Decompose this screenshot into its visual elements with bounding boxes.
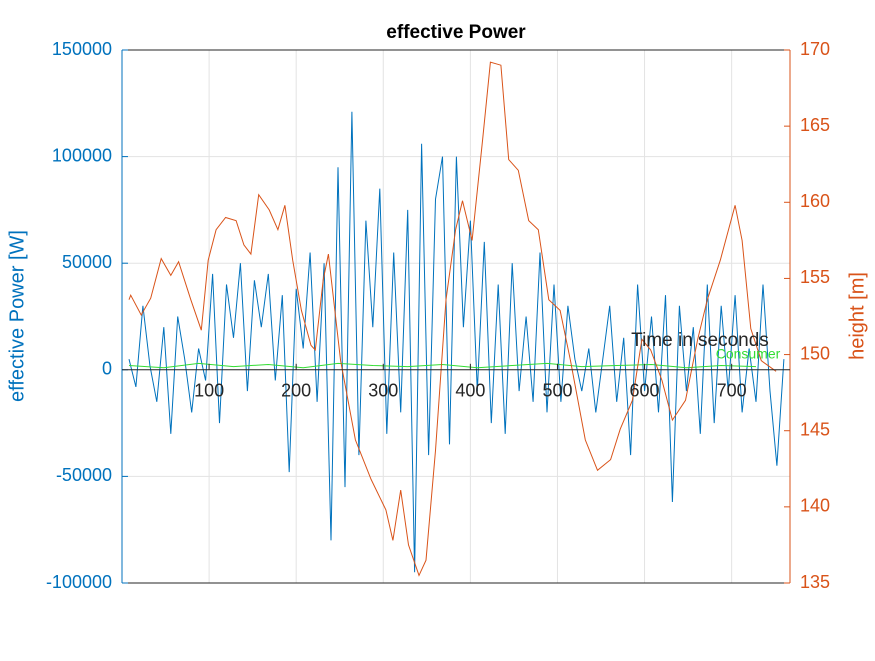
y-tick-label: 150000 [52, 39, 112, 59]
data-line [128, 111, 785, 573]
y2-tick-label: 155 [800, 267, 830, 287]
y2-tick-label: 145 [800, 419, 830, 439]
x-tick-label: 300 [368, 381, 398, 401]
y-tick-label: 100000 [52, 145, 112, 165]
plot-lines [128, 61, 785, 577]
y2-tick-label: 135 [800, 572, 830, 592]
x-tick-label: 600 [630, 381, 660, 401]
data-line [128, 362, 757, 369]
y2-tick-label: 170 [800, 39, 830, 59]
x-tick-label: 100 [194, 381, 224, 401]
legend-label: Consumer [716, 346, 781, 362]
y2-tick-label: 165 [800, 115, 830, 135]
x-axis-label: Time in seconds [631, 330, 769, 351]
chart-title: effective Power [386, 22, 526, 43]
y-tick-label: -50000 [56, 465, 112, 485]
data-line [128, 61, 777, 577]
y2-tick-label: 160 [800, 191, 830, 211]
y-tick-label: 0 [102, 359, 112, 379]
y2-tick-label: 150 [800, 343, 830, 363]
y2-axis-label: height [m] [846, 272, 868, 360]
y2-tick-label: 140 [800, 496, 830, 516]
x-tick-label: 200 [281, 381, 311, 401]
y-tick-label: -100000 [46, 572, 112, 592]
y-axis-label: effective Power [W] [6, 230, 28, 402]
x-tick-label: 700 [717, 381, 747, 401]
x-tick-label: 500 [542, 381, 572, 401]
y-tick-label: 50000 [62, 252, 112, 272]
x-tick-label: 400 [455, 381, 485, 401]
